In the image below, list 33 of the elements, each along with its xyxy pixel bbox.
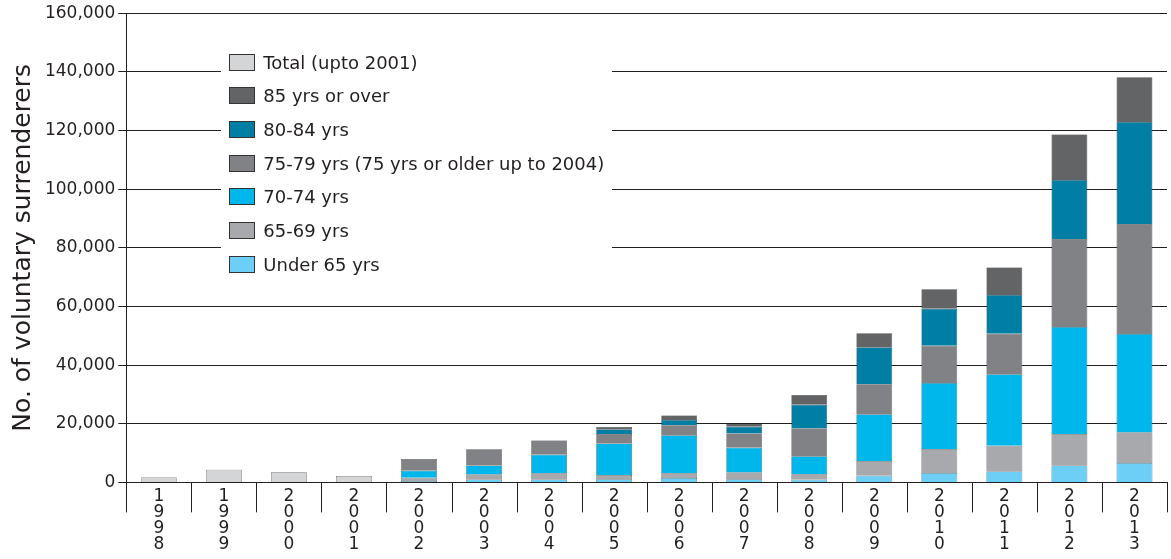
y-tick-label: 140,000 <box>44 60 116 81</box>
legend-label: 70-74 yrs <box>263 186 349 208</box>
y-tick-label: 120,000 <box>44 118 116 139</box>
x-tick-label: 2012 <box>1064 484 1075 554</box>
y-tick-label: 160,000 <box>44 1 116 22</box>
x-tick-label: 2010 <box>933 484 945 554</box>
x-tick-label: 1998 <box>153 484 165 554</box>
x-tick-label: 2009 <box>868 484 880 554</box>
x-tick-label: 2006 <box>673 484 685 554</box>
x-tick-label: 2011 <box>998 484 1010 554</box>
y-tick-label: 20,000 <box>55 412 116 433</box>
y-tick-label: 40,000 <box>55 353 116 374</box>
legend-label: 65-69 yrs <box>263 219 349 241</box>
y-axis-title: No. of voluntary surrenderers <box>6 63 36 432</box>
legend-label: Under 65 yrs <box>263 253 380 275</box>
x-tick-label: 2002 <box>413 484 425 554</box>
x-tick-label: 2008 <box>803 484 815 554</box>
y-tick-label: 60,000 <box>55 294 116 315</box>
x-tick-label: 2003 <box>478 484 490 554</box>
y-tick-label: 0 <box>104 470 116 491</box>
x-tick-label: 2005 <box>608 484 620 554</box>
x-tick-label: 2007 <box>738 484 750 554</box>
legend-label: 85 yrs or over <box>263 85 390 107</box>
x-tick-label: 1999 <box>218 484 230 554</box>
x-tick-label: 2004 <box>543 484 555 554</box>
legend-label: 80-84 yrs <box>263 118 349 140</box>
y-tick-label: 100,000 <box>44 177 116 198</box>
x-tick-label: 2013 <box>1129 484 1140 554</box>
x-tick-label: 2001 <box>348 484 360 554</box>
x-tick-label: 2000 <box>283 484 295 554</box>
y-tick-label: 80,000 <box>55 236 116 257</box>
legend-label: Total (upto 2001) <box>263 51 418 73</box>
legend-label: 75-79 yrs (75 yrs or older up to 2004) <box>263 152 605 174</box>
